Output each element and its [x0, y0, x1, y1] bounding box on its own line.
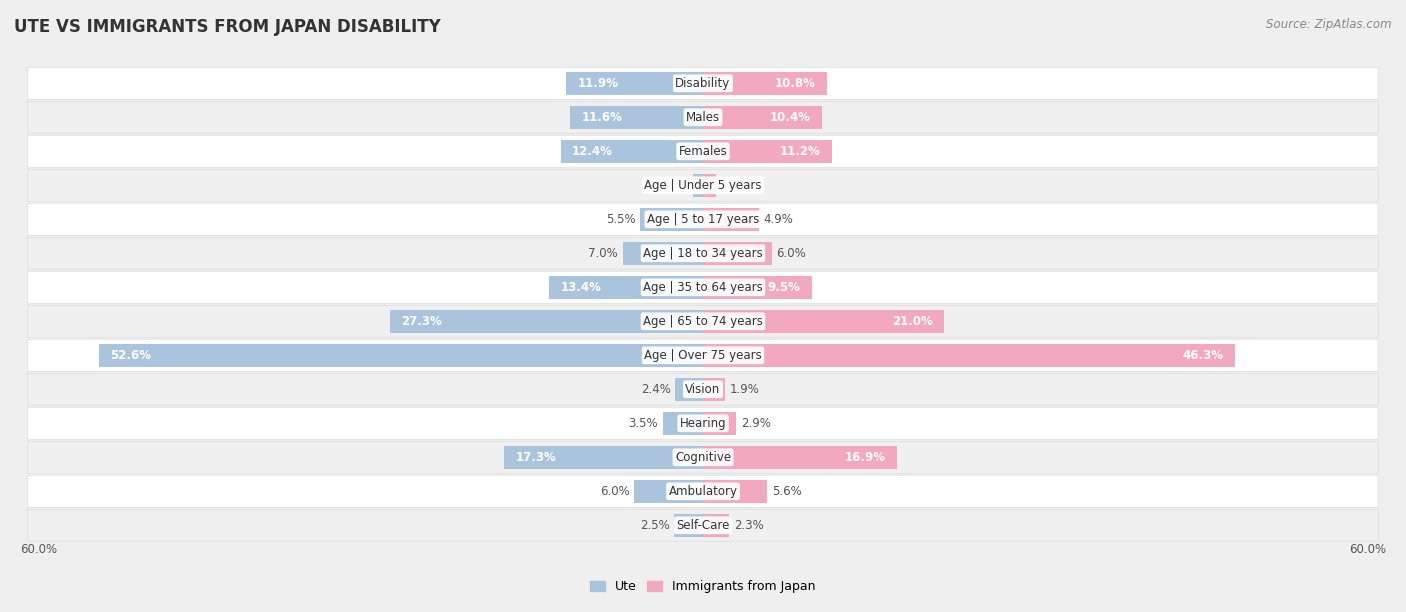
Text: Age | 65 to 74 years: Age | 65 to 74 years [643, 315, 763, 328]
Bar [634, 480, 703, 503]
FancyBboxPatch shape [28, 102, 1378, 133]
Bar [561, 140, 703, 163]
Text: UTE VS IMMIGRANTS FROM JAPAN DISABILITY: UTE VS IMMIGRANTS FROM JAPAN DISABILITY [14, 18, 441, 36]
Bar [662, 412, 703, 435]
Bar [550, 276, 703, 299]
Text: 2.5%: 2.5% [640, 519, 669, 532]
Text: 13.4%: 13.4% [561, 281, 602, 294]
Bar [640, 207, 703, 231]
Bar [703, 140, 831, 163]
FancyBboxPatch shape [28, 509, 1378, 541]
Text: 11.6%: 11.6% [581, 111, 623, 124]
Text: 11.9%: 11.9% [578, 76, 619, 90]
Text: 10.8%: 10.8% [775, 76, 815, 90]
Text: Vision: Vision [685, 382, 721, 396]
Bar [675, 378, 703, 401]
FancyBboxPatch shape [28, 271, 1378, 304]
Bar [703, 72, 827, 95]
Text: 6.0%: 6.0% [776, 247, 806, 260]
Text: 16.9%: 16.9% [845, 451, 886, 464]
FancyBboxPatch shape [28, 170, 1378, 201]
Bar [505, 446, 703, 469]
Bar [703, 276, 813, 299]
Bar [703, 446, 897, 469]
Text: Source: ZipAtlas.com: Source: ZipAtlas.com [1267, 18, 1392, 31]
Text: Females: Females [679, 145, 727, 158]
Text: 52.6%: 52.6% [111, 349, 152, 362]
Text: 4.9%: 4.9% [763, 213, 794, 226]
FancyBboxPatch shape [28, 373, 1378, 405]
Text: 11.2%: 11.2% [779, 145, 820, 158]
Bar [675, 513, 703, 537]
Text: Disability: Disability [675, 76, 731, 90]
FancyBboxPatch shape [28, 237, 1378, 269]
FancyBboxPatch shape [28, 203, 1378, 235]
Text: Age | Over 75 years: Age | Over 75 years [644, 349, 762, 362]
Bar [569, 106, 703, 129]
Bar [567, 72, 703, 95]
Text: 3.5%: 3.5% [628, 417, 658, 430]
Text: Cognitive: Cognitive [675, 451, 731, 464]
Text: 2.9%: 2.9% [741, 417, 770, 430]
FancyBboxPatch shape [28, 135, 1378, 167]
FancyBboxPatch shape [28, 67, 1378, 99]
Bar [703, 174, 716, 197]
Text: 60.0%: 60.0% [1350, 543, 1386, 556]
Text: 1.1%: 1.1% [720, 179, 749, 192]
Bar [703, 344, 1234, 367]
Text: Males: Males [686, 111, 720, 124]
Text: 7.0%: 7.0% [588, 247, 619, 260]
Text: Self-Care: Self-Care [676, 519, 730, 532]
FancyBboxPatch shape [28, 339, 1378, 371]
FancyBboxPatch shape [28, 408, 1378, 439]
Text: Age | 35 to 64 years: Age | 35 to 64 years [643, 281, 763, 294]
Text: 9.5%: 9.5% [768, 281, 800, 294]
FancyBboxPatch shape [28, 441, 1378, 473]
Bar [703, 480, 768, 503]
Text: 60.0%: 60.0% [20, 543, 56, 556]
Text: 6.0%: 6.0% [600, 485, 630, 498]
Text: 0.86%: 0.86% [651, 179, 689, 192]
Text: Age | 5 to 17 years: Age | 5 to 17 years [647, 213, 759, 226]
Text: 46.3%: 46.3% [1182, 349, 1223, 362]
Text: Age | 18 to 34 years: Age | 18 to 34 years [643, 247, 763, 260]
Text: 2.4%: 2.4% [641, 382, 671, 396]
Bar [623, 242, 703, 265]
Text: Ambulatory: Ambulatory [668, 485, 738, 498]
Text: 1.9%: 1.9% [730, 382, 759, 396]
Bar [703, 242, 772, 265]
Text: 2.3%: 2.3% [734, 519, 763, 532]
Bar [703, 412, 737, 435]
Text: Hearing: Hearing [679, 417, 727, 430]
Text: 27.3%: 27.3% [401, 315, 441, 328]
Text: 17.3%: 17.3% [516, 451, 557, 464]
Bar [693, 174, 703, 197]
FancyBboxPatch shape [28, 476, 1378, 507]
FancyBboxPatch shape [28, 305, 1378, 337]
Text: 5.5%: 5.5% [606, 213, 636, 226]
Text: Age | Under 5 years: Age | Under 5 years [644, 179, 762, 192]
Bar [98, 344, 703, 367]
Bar [703, 378, 725, 401]
Bar [389, 310, 703, 333]
Text: 12.4%: 12.4% [572, 145, 613, 158]
Bar [703, 310, 945, 333]
Bar [703, 207, 759, 231]
Text: 5.6%: 5.6% [772, 485, 801, 498]
Bar [703, 513, 730, 537]
Text: 21.0%: 21.0% [891, 315, 932, 328]
Text: 10.4%: 10.4% [770, 111, 811, 124]
Legend: Ute, Immigrants from Japan: Ute, Immigrants from Japan [585, 575, 821, 599]
Bar [703, 106, 823, 129]
